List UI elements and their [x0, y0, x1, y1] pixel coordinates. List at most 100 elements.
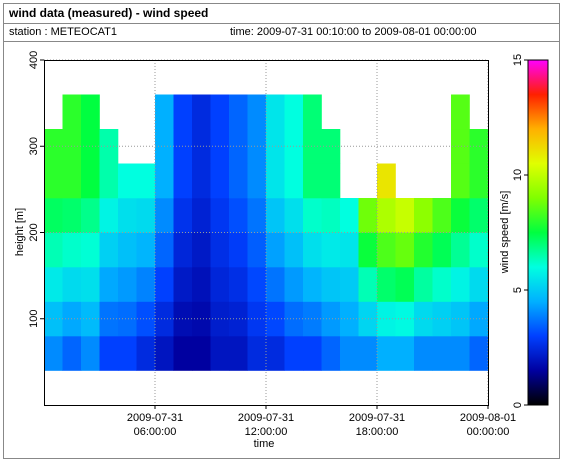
cell — [284, 267, 304, 302]
cell — [192, 232, 211, 268]
cell — [340, 232, 359, 268]
colorbar-label: wind speed [m/s] — [499, 191, 511, 275]
cell — [321, 267, 341, 302]
y-tick-label: 200 — [28, 223, 40, 241]
cell — [44, 163, 63, 199]
x-tick-label: 2009-07-31 18:00:00 — [349, 412, 405, 438]
cell — [118, 336, 137, 371]
cell — [62, 336, 82, 371]
cell — [321, 198, 341, 233]
x-tick-label: 2009-07-31 12:00:00 — [238, 412, 294, 438]
cell — [303, 129, 322, 164]
cell — [118, 301, 137, 337]
cell — [303, 198, 322, 233]
cell — [377, 163, 396, 199]
cell — [136, 301, 156, 337]
cell — [192, 336, 211, 371]
cell — [192, 163, 211, 199]
cell — [451, 336, 470, 371]
cell — [155, 336, 174, 371]
cell — [136, 336, 156, 371]
cell — [99, 163, 119, 199]
cell — [451, 232, 470, 268]
x-tick-label: 2009-08-01 00:00:00 — [460, 412, 516, 438]
cell — [377, 336, 396, 371]
colorbar-tick-label: 0 — [512, 402, 524, 408]
cell — [284, 232, 304, 268]
cell — [192, 267, 211, 302]
y-tick-label: 100 — [28, 310, 40, 328]
cell — [173, 336, 193, 371]
y-axis-label: height [m] — [14, 208, 26, 256]
cell — [414, 232, 433, 268]
cell — [229, 129, 248, 164]
cell — [303, 232, 322, 268]
cell — [451, 163, 470, 199]
cell — [469, 163, 489, 199]
cell — [173, 232, 193, 268]
cell — [414, 198, 433, 233]
cell — [432, 267, 452, 302]
cell — [340, 198, 359, 233]
cell — [340, 336, 359, 371]
cell — [247, 336, 267, 371]
cell — [284, 163, 304, 199]
cell — [62, 232, 82, 268]
cell — [99, 301, 119, 337]
colorbar-tick-label: 5 — [512, 287, 524, 293]
cell — [303, 301, 322, 337]
cell — [44, 232, 63, 268]
plot-border — [44, 60, 489, 406]
y-tick-label: 300 — [28, 137, 40, 155]
station: station : METEOCAT1 — [9, 26, 117, 38]
chart-title: wind data (measured) - wind speed — [8, 6, 208, 20]
cell — [210, 301, 230, 337]
cell — [358, 267, 378, 302]
cell — [44, 198, 63, 233]
cell — [81, 198, 100, 233]
cell — [136, 267, 156, 302]
heatmap — [44, 94, 489, 371]
cell — [284, 94, 304, 130]
colorbar-tick-label: 15 — [512, 54, 524, 66]
cell — [340, 301, 359, 337]
cell — [266, 232, 285, 268]
cell — [414, 336, 433, 371]
cell — [266, 336, 285, 371]
cell — [118, 198, 137, 233]
cell — [469, 267, 489, 302]
cell — [118, 163, 137, 199]
cell — [99, 129, 119, 164]
cell — [321, 336, 341, 371]
cell — [81, 129, 100, 164]
cell — [266, 163, 285, 199]
cell — [414, 301, 433, 337]
y-tick-label: 400 — [28, 51, 40, 69]
cell — [155, 198, 174, 233]
cell — [173, 198, 193, 233]
cell — [266, 267, 285, 302]
cell — [469, 198, 489, 233]
cell — [99, 267, 119, 302]
cell — [266, 94, 285, 130]
cell — [321, 301, 341, 337]
cell — [451, 94, 470, 130]
cell — [358, 301, 378, 337]
cell — [247, 198, 267, 233]
cell — [192, 301, 211, 337]
cell — [432, 232, 452, 268]
cell — [155, 267, 174, 302]
cell — [155, 94, 174, 130]
cell — [210, 336, 230, 371]
cell — [173, 163, 193, 199]
cell — [284, 198, 304, 233]
cell — [451, 301, 470, 337]
cell — [173, 94, 193, 130]
cell — [303, 94, 322, 130]
cell — [321, 129, 341, 164]
cell — [395, 198, 415, 233]
cell — [469, 336, 489, 371]
x-axis-label: time — [254, 438, 275, 450]
cell — [136, 163, 156, 199]
